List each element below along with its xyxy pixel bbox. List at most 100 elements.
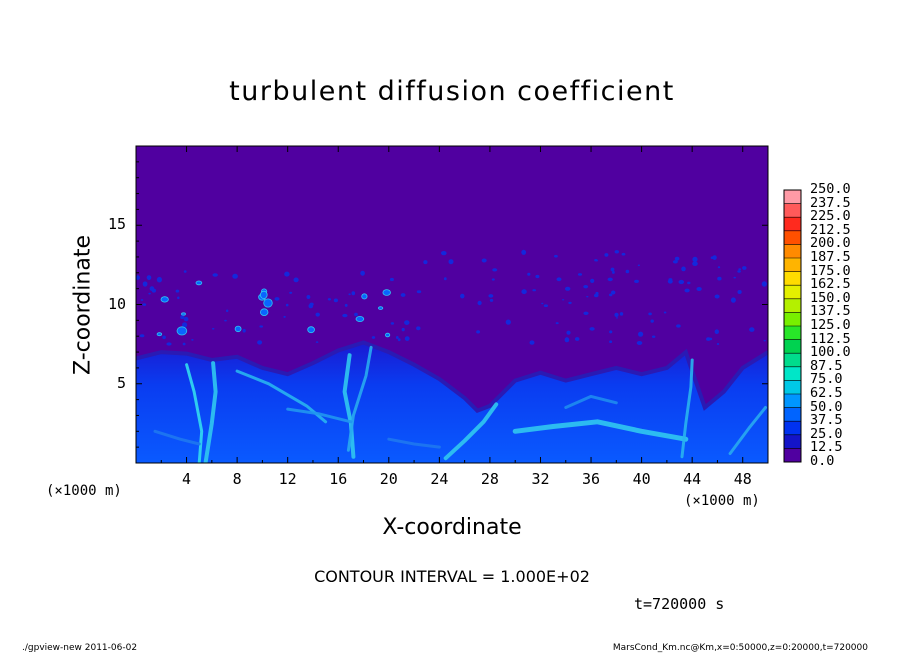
turbulence-blob bbox=[390, 322, 395, 325]
colorbar-label: 137.5 bbox=[810, 303, 851, 320]
x-tick-label: 40 bbox=[632, 470, 651, 488]
x-tick-label: 12 bbox=[278, 470, 297, 488]
turbulence-blob bbox=[371, 336, 376, 339]
turbulence-blob bbox=[180, 315, 185, 320]
turbulence-blob bbox=[621, 252, 626, 256]
turbulence-blob bbox=[142, 281, 148, 287]
turbulence-blob bbox=[389, 277, 394, 282]
turbulence-blob bbox=[634, 279, 639, 283]
colorbar-label: 225.0 bbox=[810, 208, 851, 225]
turbulence-blob bbox=[678, 279, 685, 285]
turbulence-blob bbox=[242, 328, 246, 333]
turbulence-blob bbox=[176, 326, 188, 336]
turbulence-blob bbox=[361, 293, 368, 300]
turbulence-blob bbox=[183, 316, 189, 322]
colorbar-label: 25.0 bbox=[810, 425, 843, 442]
turbulence-blob bbox=[416, 326, 421, 331]
turbulence-blob bbox=[609, 340, 613, 344]
x-tick-label: 20 bbox=[379, 470, 398, 488]
colorbar-label: 162.5 bbox=[810, 276, 851, 293]
turbulence-blob bbox=[738, 268, 742, 271]
plume-streak bbox=[387, 437, 441, 449]
turbulence-blob bbox=[342, 313, 348, 318]
footer-left: ./gpview-new 2011-06-02 bbox=[22, 643, 138, 653]
x-tick-label: 4 bbox=[182, 470, 192, 488]
turbulence-blob bbox=[737, 270, 741, 273]
y-tick-label: 10 bbox=[107, 294, 126, 313]
turbulence-blob bbox=[696, 287, 702, 291]
colorbar-label: 187.5 bbox=[810, 249, 851, 265]
colorbar-swatch bbox=[784, 407, 801, 422]
turbulence-blob bbox=[610, 267, 615, 272]
turbulence-blob bbox=[351, 291, 356, 296]
turbulence-blob bbox=[289, 291, 293, 294]
plume-streak bbox=[443, 402, 499, 461]
colorbar-swatch bbox=[784, 230, 801, 245]
turbulence-blob bbox=[293, 277, 299, 283]
turbulence-blob bbox=[315, 341, 319, 343]
colorbar-swatch bbox=[784, 244, 801, 259]
turbulence-blob bbox=[476, 330, 480, 334]
turbulence-blob bbox=[749, 327, 755, 332]
turbulence-blob bbox=[395, 336, 399, 339]
colorbar-label: 175.0 bbox=[810, 262, 851, 279]
turbulence-blob bbox=[761, 281, 767, 287]
turbulence-blob bbox=[668, 278, 673, 281]
turbulence-blob bbox=[565, 286, 571, 291]
plume-streak bbox=[153, 429, 201, 446]
colorbar-label: 150.0 bbox=[810, 289, 851, 306]
turbulence-blob bbox=[400, 293, 406, 297]
turbulence-blob bbox=[742, 266, 747, 270]
colorbar-swatch bbox=[784, 448, 801, 463]
turbulence-blob bbox=[712, 255, 717, 260]
turbulence-blob bbox=[306, 295, 311, 299]
turbulence-blob bbox=[384, 332, 391, 338]
turbulence-blob bbox=[529, 340, 535, 345]
x-axis-label: X-coordinate bbox=[382, 515, 522, 540]
colorbar-label: 50.0 bbox=[810, 398, 843, 415]
turbulence-blob bbox=[139, 334, 145, 338]
turbulence-blob bbox=[443, 277, 447, 281]
chart-title: turbulent diffusion coefficient bbox=[229, 76, 675, 107]
turbulence-blob bbox=[543, 304, 549, 308]
turbulence-blob bbox=[492, 268, 498, 272]
turbulence-blob bbox=[717, 276, 722, 281]
turbulence-blob bbox=[672, 260, 678, 264]
turbulence-blob bbox=[382, 289, 391, 296]
turbulence-blob bbox=[226, 309, 229, 313]
turbulence-blob bbox=[663, 311, 667, 314]
turbulence-blob bbox=[263, 298, 273, 308]
turbulence-blob bbox=[586, 296, 589, 298]
boundary-layer-top-edge bbox=[136, 340, 768, 414]
turbulence-blob bbox=[714, 294, 720, 299]
turbulence-blob bbox=[611, 290, 616, 295]
turbulence-blob bbox=[692, 256, 698, 263]
turbulence-blob bbox=[733, 276, 736, 279]
turbulence-blob bbox=[652, 335, 656, 338]
turbulence-blob bbox=[146, 275, 152, 280]
turbulence-blob bbox=[730, 297, 736, 303]
turbulence-blob bbox=[232, 273, 238, 279]
colorbar-swatch bbox=[784, 217, 801, 232]
plume-streak bbox=[346, 345, 373, 452]
turbulence-blob bbox=[142, 303, 147, 306]
turbulence-blob bbox=[566, 330, 571, 335]
turbulence-blob bbox=[191, 339, 194, 341]
turbulence-blob bbox=[441, 251, 447, 256]
turbulence-blob bbox=[404, 336, 410, 341]
turbulence-blob bbox=[175, 289, 180, 293]
turbulence-blob bbox=[674, 256, 680, 261]
turbulence-blob bbox=[259, 290, 268, 299]
turbulence-blob bbox=[607, 277, 613, 282]
colorbar-swatch bbox=[784, 326, 801, 340]
colorbar-swatch bbox=[784, 203, 801, 218]
colorbar-swatch bbox=[784, 298, 801, 313]
turbulence-blob bbox=[737, 290, 742, 294]
turbulence-blob bbox=[348, 293, 351, 296]
colorbar-swatch bbox=[784, 394, 801, 408]
colorbar-label: 125.0 bbox=[810, 317, 851, 333]
colorbar-label: 112.5 bbox=[810, 330, 851, 347]
turbulence-blob bbox=[156, 332, 163, 337]
colorbar-swatch bbox=[784, 421, 801, 436]
